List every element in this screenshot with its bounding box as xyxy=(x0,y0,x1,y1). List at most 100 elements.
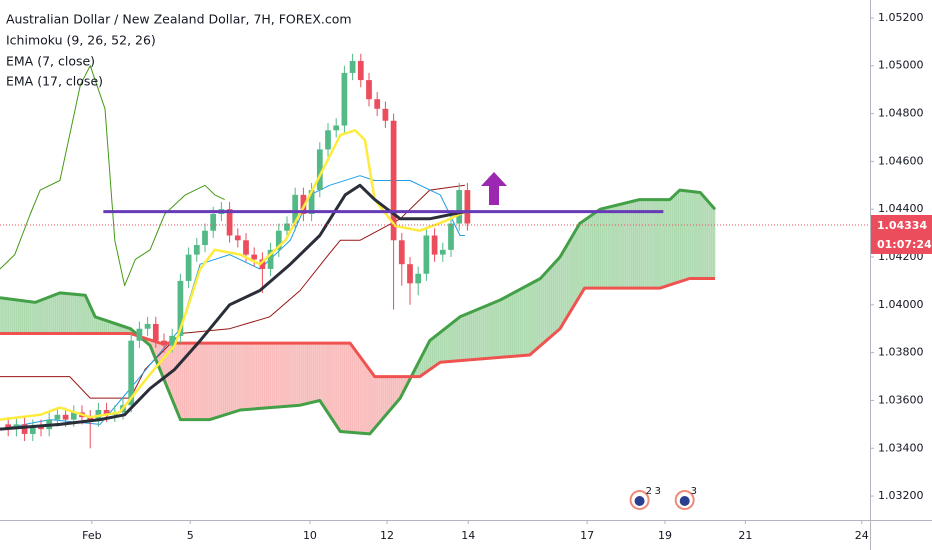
cloud-fill xyxy=(450,321,454,362)
chart-title: Australian Dollar / New Zealand Dollar, … xyxy=(6,12,352,27)
candle-body xyxy=(431,235,438,255)
candle-body xyxy=(54,414,61,420)
cloud-fill xyxy=(245,342,249,410)
cloud-fill xyxy=(57,292,60,334)
candle-body xyxy=(259,259,266,269)
cloud-fill xyxy=(704,197,708,279)
cloud-fill xyxy=(233,342,236,413)
cloud-fill xyxy=(34,301,38,334)
cloud-fill xyxy=(549,265,552,339)
cloud-fill xyxy=(665,199,669,287)
last-price-label: 1.04334 xyxy=(877,219,927,232)
cloud-fill xyxy=(329,342,333,420)
cloud-fill xyxy=(588,215,591,289)
cloud-fill xyxy=(586,217,589,289)
candle-body xyxy=(284,223,290,231)
legend-entry: Ichimoku (9, 26, 52, 26) xyxy=(6,33,156,48)
cloud-fill xyxy=(55,293,58,334)
cloud-fill xyxy=(674,192,677,284)
candle-body xyxy=(169,335,176,346)
cloud-fill xyxy=(335,342,339,430)
cloud-fill xyxy=(12,299,15,334)
legend-entry: EMA (7, close) xyxy=(6,54,95,69)
cloud-fill xyxy=(575,225,579,304)
cloud-fill xyxy=(678,189,681,283)
cloud-fill xyxy=(563,246,567,324)
countdown-box xyxy=(871,234,932,254)
cloud-fill xyxy=(309,342,312,404)
candle-body xyxy=(333,125,340,131)
cloud-fill xyxy=(434,334,437,367)
cloud-fill xyxy=(491,302,495,359)
cloud-fill xyxy=(36,300,40,334)
cloud-fill xyxy=(547,268,550,341)
cloud-fill xyxy=(604,207,608,289)
candle-body xyxy=(38,426,44,430)
cloud-fill xyxy=(352,345,355,433)
candle-body xyxy=(308,190,315,214)
cloud-fill xyxy=(294,342,298,406)
y-tick-label: 1.04800 xyxy=(878,107,924,120)
cloud-fill xyxy=(231,342,234,414)
cloud-fill xyxy=(311,342,314,403)
y-tick-label: 1.04400 xyxy=(878,202,924,215)
candle-body xyxy=(439,249,446,255)
conversion-line xyxy=(0,175,465,430)
cloud-fill xyxy=(631,200,634,289)
cloud-fill xyxy=(53,294,56,334)
candle-body xyxy=(5,424,12,430)
candle-body xyxy=(456,190,463,224)
cloud-fill xyxy=(528,283,532,356)
cloud-fill xyxy=(362,359,366,434)
candle-body xyxy=(300,194,307,214)
cloud-fill xyxy=(520,287,523,357)
cloud-fill xyxy=(317,342,321,402)
y-tick-label: 1.04000 xyxy=(878,298,924,311)
cloud-fill xyxy=(713,206,716,279)
cloud-fill xyxy=(514,290,517,357)
cloud-fill xyxy=(682,190,685,282)
candle-body xyxy=(251,254,258,260)
cloud-fill xyxy=(495,300,499,359)
y-tick-label: 1.05200 xyxy=(878,11,924,24)
cloud-fill xyxy=(430,337,433,370)
cloud-fill xyxy=(581,219,585,294)
cloud-fill xyxy=(499,298,503,358)
cloud-fill xyxy=(542,272,546,344)
cloud-fill xyxy=(376,376,380,426)
candle-body xyxy=(349,60,356,73)
candle-body xyxy=(415,273,422,284)
cloud-fill xyxy=(573,228,577,307)
x-tick-label: 17 xyxy=(580,529,594,542)
candle-body xyxy=(128,340,135,406)
cloud-fill xyxy=(237,342,241,412)
cloud-fill xyxy=(331,342,335,424)
cloud-fill xyxy=(383,376,386,419)
x-tick-label: 10 xyxy=(303,529,317,542)
cloud-fill xyxy=(323,342,327,411)
cloud-fill xyxy=(663,199,667,288)
candle-body xyxy=(275,230,282,250)
cloud-fill xyxy=(208,342,212,420)
cloud-fill xyxy=(63,292,66,334)
cloud-fill xyxy=(567,239,571,317)
cloud-fill xyxy=(274,342,277,408)
candle-body xyxy=(136,328,143,341)
cloud-fill xyxy=(571,232,575,310)
cloud-fill xyxy=(694,191,698,279)
x-tick-label: Feb xyxy=(82,529,101,542)
cloud-fill xyxy=(569,235,573,314)
cloud-fill xyxy=(551,263,554,337)
cloud-fill xyxy=(393,376,396,407)
cloud-fill xyxy=(381,376,384,422)
cloud-fill xyxy=(305,342,308,405)
candle-body xyxy=(398,240,405,265)
cloud-fill xyxy=(374,376,378,429)
cloud-fill xyxy=(79,294,83,334)
candle-body xyxy=(423,235,430,274)
cloud-fill xyxy=(594,211,597,289)
cloud-fill xyxy=(485,304,489,359)
cloud-fill xyxy=(32,301,36,334)
cloud-fill xyxy=(465,313,468,361)
